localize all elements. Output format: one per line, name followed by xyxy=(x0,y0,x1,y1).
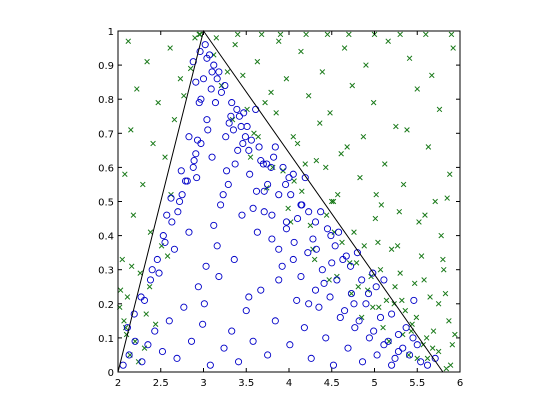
x-tick-label: 5 xyxy=(371,378,377,389)
x-tick-label: 6 xyxy=(457,378,463,389)
x-tick-label: 5.5 xyxy=(409,378,425,389)
y-tick-label: 0.5 xyxy=(98,198,114,209)
y-tick-label: 1 xyxy=(108,27,114,38)
y-tick-label: 0.6 xyxy=(98,163,114,174)
x-tick-label: 2.5 xyxy=(153,378,169,389)
y-tick-label: 0.9 xyxy=(98,61,114,72)
y-tick-label: 0.3 xyxy=(98,266,114,277)
y-tick-label: 0.8 xyxy=(98,95,114,106)
x-tick-label: 4.5 xyxy=(324,378,340,389)
x-tick-label: 3.5 xyxy=(238,378,254,389)
x-tick-label: 3 xyxy=(200,378,206,389)
plot-area xyxy=(118,31,460,372)
y-tick-label: 0.2 xyxy=(98,300,114,311)
y-tick-label: 0.7 xyxy=(98,129,114,140)
y-tick-label: 0.1 xyxy=(98,334,114,345)
x-tick-label: 2 xyxy=(115,378,121,389)
y-tick-label: 0 xyxy=(108,368,114,379)
x-tick-label: 4 xyxy=(286,378,292,389)
y-tick-label: 0.4 xyxy=(98,232,114,243)
